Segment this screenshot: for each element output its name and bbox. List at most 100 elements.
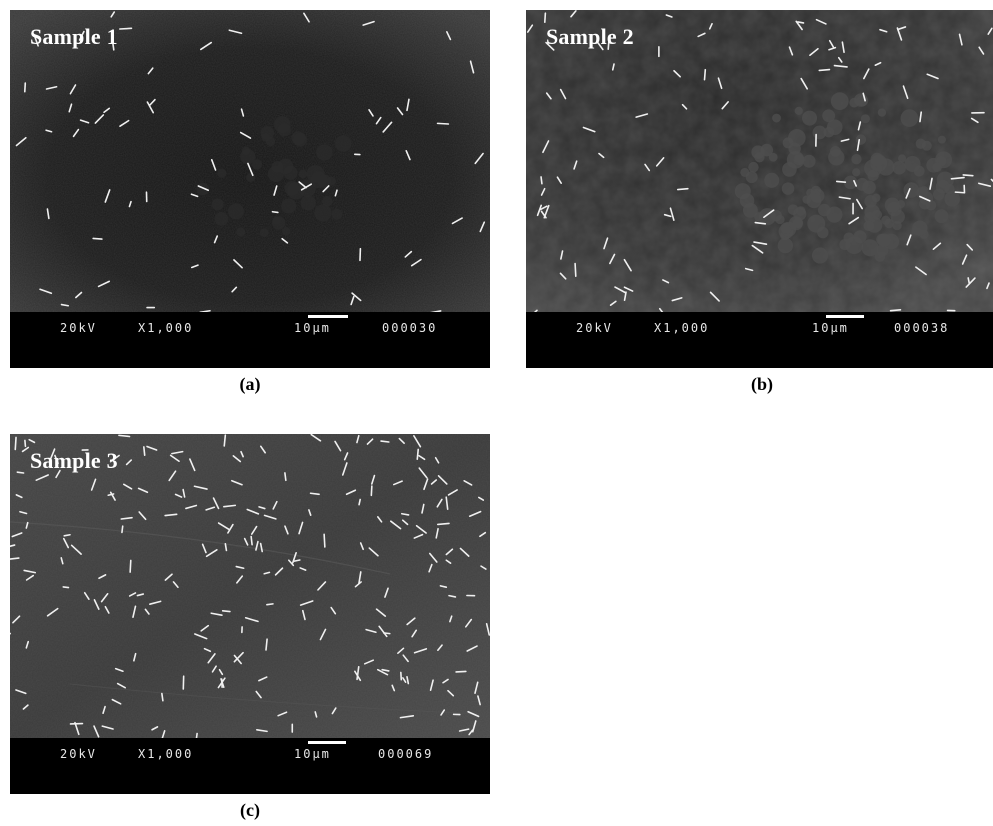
bacterial-rod: [474, 152, 484, 165]
bacterial-rod: [926, 73, 939, 80]
bacterial-rod: [896, 26, 907, 31]
bacterial-rod: [272, 500, 278, 510]
bacterial-rod: [391, 684, 396, 692]
bacterial-rod: [429, 310, 442, 312]
bacterial-rod: [144, 608, 150, 615]
bacterial-rod: [990, 178, 993, 183]
bacterial-rod: [190, 264, 199, 269]
bacterial-rod: [10, 557, 20, 560]
bacterial-rod: [545, 92, 552, 100]
bacterial-rod: [231, 479, 243, 486]
surface-bump: [772, 113, 781, 123]
bacterial-rod: [437, 644, 443, 652]
bacterial-rod: [118, 434, 131, 438]
surface-bump: [277, 123, 291, 137]
bacterial-rod: [837, 56, 843, 63]
bacterial-rod: [559, 272, 567, 280]
bacterial-rod: [74, 721, 80, 736]
surface-bump: [855, 134, 867, 145]
bacterial-rod: [929, 177, 933, 190]
bacterial-rod: [94, 114, 105, 124]
surface-bump: [892, 160, 907, 175]
bacterial-rod: [273, 185, 278, 196]
bacterial-rod: [274, 567, 284, 576]
bacterial-rod: [23, 82, 27, 93]
bacterial-rod: [22, 704, 29, 710]
surface-bump: [861, 239, 879, 257]
bacterial-rod: [200, 624, 210, 632]
surface-bump: [281, 198, 297, 214]
bacterial-rod: [255, 540, 259, 551]
surface-bump: [829, 146, 841, 158]
bacterial-rod: [681, 103, 688, 110]
bacterial-rod: [644, 163, 651, 172]
bacterial-rod: [570, 10, 577, 18]
bacterial-rod: [445, 559, 452, 564]
surface-bump: [932, 188, 945, 201]
surface-bump: [298, 179, 316, 198]
surface-bump: [870, 154, 888, 172]
bacterial-rod: [405, 149, 411, 161]
bacterial-rod: [623, 286, 634, 292]
surface-bump: [788, 216, 804, 231]
bacterial-rod: [368, 547, 379, 557]
bacterial-rod: [33, 35, 39, 47]
sem-image-svg-2: [526, 10, 993, 312]
bacterial-rod: [265, 638, 268, 651]
bacterial-rod: [416, 448, 420, 460]
bacterial-rod: [418, 467, 428, 479]
micrograph-panel-c: Sample 3 20kV X1,000 10µm 000069: [10, 434, 490, 794]
bacterial-rod: [25, 574, 35, 581]
surface-bump: [760, 143, 774, 157]
bacterial-rod: [10, 544, 16, 548]
bacterial-rod: [231, 286, 238, 293]
sem-databar-c: 20kV X1,000 10µm 000069: [10, 738, 490, 794]
bacterial-rod: [213, 235, 219, 244]
rod-cluster-c: [10, 434, 490, 738]
bacterial-rod: [399, 714, 415, 719]
bacterial-rod: [240, 450, 244, 458]
bacterial-rod: [24, 439, 27, 448]
bacterial-rod: [540, 176, 543, 185]
bacterial-rod: [300, 183, 313, 191]
bacterial-rod: [423, 478, 429, 491]
bacterial-rod: [239, 131, 252, 139]
surface-bump: [898, 154, 907, 163]
bacterial-rod: [228, 29, 243, 35]
bacterial-rod: [121, 525, 124, 534]
bacterial-rod: [199, 309, 211, 312]
scale-readout: 10µm: [294, 747, 331, 761]
surface-bump: [944, 183, 955, 195]
bacterial-rod: [356, 434, 360, 444]
surface-bump: [314, 204, 332, 222]
bacterial-rod: [671, 297, 683, 302]
surface-bump: [300, 195, 316, 211]
bacterial-rod: [540, 210, 547, 219]
bacterial-rod: [220, 678, 225, 689]
bacterial-rod: [78, 30, 85, 41]
bacterial-rod: [331, 707, 337, 715]
bacterial-rod: [815, 18, 827, 25]
bacterial-rod: [201, 543, 207, 554]
bacterial-rod: [889, 309, 902, 312]
bacterial-rod: [902, 85, 909, 100]
bacterial-rod: [809, 47, 819, 56]
bacterial-rod: [665, 14, 673, 18]
bacterial-rod: [258, 676, 268, 682]
surface-bump: [812, 125, 827, 140]
bacterial-rod: [63, 533, 71, 537]
bacterial-rod: [435, 527, 439, 539]
surface-bump: [211, 198, 224, 211]
surface-bump: [781, 182, 795, 195]
bacterial-rod: [15, 136, 27, 147]
surface-bump: [872, 209, 883, 220]
bacterial-rod: [662, 279, 670, 284]
bacterial-rod: [582, 126, 596, 133]
surface-bump: [317, 174, 332, 189]
bacterial-rod: [828, 46, 837, 51]
bacterial-rod: [70, 544, 82, 555]
surface-bump: [322, 195, 333, 207]
bacterial-rod: [436, 122, 450, 125]
bacterial-rod: [703, 68, 707, 81]
bacterial-rod: [479, 221, 486, 233]
